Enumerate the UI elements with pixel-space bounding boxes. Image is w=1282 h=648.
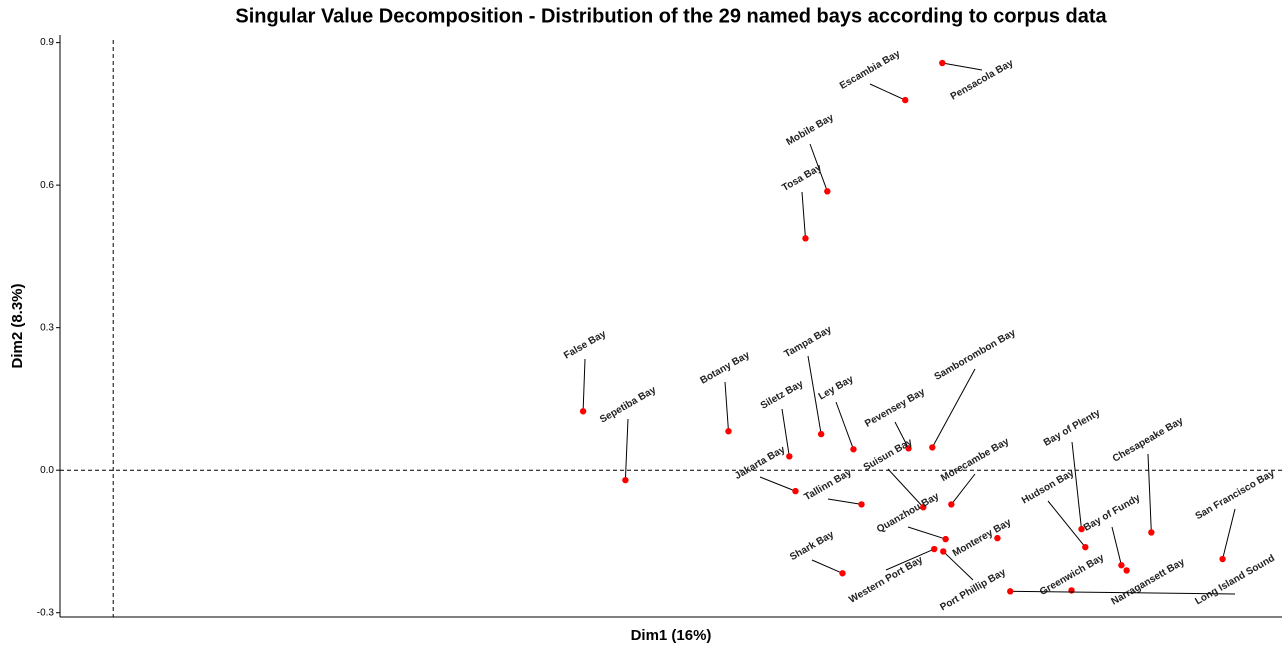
leader-line xyxy=(724,381,729,432)
point xyxy=(920,504,927,511)
point xyxy=(1118,562,1125,569)
point xyxy=(579,408,587,415)
point-label: Port Phillip Bay xyxy=(938,567,1008,614)
point-label: Shark Bay xyxy=(788,529,836,563)
point xyxy=(622,476,629,484)
leader-line xyxy=(942,551,974,581)
y-tick-label: -0.3 xyxy=(37,607,55,618)
point xyxy=(802,235,809,242)
point xyxy=(725,428,732,435)
leader-line xyxy=(781,408,790,457)
point xyxy=(939,59,946,67)
point xyxy=(1078,525,1085,533)
point-label: Western Port Bay xyxy=(847,554,925,605)
point-label: Mobile Bay xyxy=(784,112,836,148)
point xyxy=(1219,555,1226,563)
point xyxy=(942,535,949,543)
point-label: Tallinn Bay xyxy=(803,467,854,503)
point xyxy=(858,501,865,508)
leader-line xyxy=(1111,526,1122,566)
leader-line xyxy=(1010,590,1236,595)
point-label: Morecambe Bay xyxy=(939,436,1011,484)
leader-line xyxy=(811,559,843,574)
point-label: Ley Bay xyxy=(817,374,856,403)
point xyxy=(839,570,846,577)
point-label: San Francisco Bay xyxy=(1194,468,1277,522)
point xyxy=(850,446,857,453)
leader-line xyxy=(1071,441,1082,530)
leader-line xyxy=(801,191,806,239)
point-label: Samborombon Bay xyxy=(933,327,1018,383)
leader-line xyxy=(887,468,924,508)
point xyxy=(931,545,938,553)
leader-line xyxy=(624,418,629,481)
leader-line xyxy=(1222,508,1236,560)
y-tick-label: 0.0 xyxy=(40,465,54,476)
y-tick-label: 0.3 xyxy=(40,322,54,333)
leader-line xyxy=(807,355,822,435)
point-label: Long Island Sound xyxy=(1193,553,1276,608)
point-label: Tampa Bay xyxy=(783,324,834,360)
y-tick-label: 0.6 xyxy=(40,180,54,191)
point xyxy=(1082,543,1089,551)
point-label: Botany Bay xyxy=(698,349,752,386)
point-label: Quanzhou Bay xyxy=(875,491,942,536)
leader-line xyxy=(885,548,935,571)
chart-title: Singular Value Decomposition - Distribut… xyxy=(235,5,1107,27)
point xyxy=(792,487,799,495)
point-label: Suisun Bay xyxy=(862,437,915,474)
point xyxy=(940,548,947,555)
point xyxy=(817,430,825,438)
y-axis-label: Dim2 (8.3%) xyxy=(9,283,26,368)
leader-line xyxy=(950,473,976,505)
point xyxy=(948,501,955,508)
point xyxy=(1068,587,1075,594)
leader-line xyxy=(759,476,796,492)
point-label: Siletz Bay xyxy=(759,378,806,411)
point-label: Monterey Bay xyxy=(951,517,1014,560)
leader-line xyxy=(827,498,862,505)
point-label: Tosa Bay xyxy=(780,162,824,194)
point xyxy=(824,188,831,195)
leader-line xyxy=(582,358,586,412)
point-label: False Bay xyxy=(562,328,608,361)
leader-line xyxy=(931,368,976,448)
point xyxy=(929,444,936,451)
point xyxy=(902,96,909,104)
point xyxy=(1123,567,1130,574)
leader-line xyxy=(894,421,910,449)
y-tick-label: 0.9 xyxy=(40,37,54,48)
point xyxy=(1007,588,1014,595)
x-axis-label: Dim1 (16%) xyxy=(631,627,712,644)
leader-line xyxy=(1147,453,1152,533)
leader-line xyxy=(809,143,828,192)
point xyxy=(1148,529,1155,536)
point-label: Pensacola Bay xyxy=(949,57,1016,102)
point-label: Escambia Bay xyxy=(838,48,903,92)
point xyxy=(905,445,912,452)
leader-line xyxy=(907,526,946,540)
point xyxy=(786,453,793,460)
leader-line xyxy=(1047,500,1086,548)
point xyxy=(994,534,1001,542)
point-label: Jakarta Bay xyxy=(733,444,788,482)
point-label: Hudson Bay xyxy=(1020,468,1076,507)
leader-line xyxy=(869,83,906,101)
leader-line xyxy=(942,62,983,71)
leader-line xyxy=(835,401,854,450)
